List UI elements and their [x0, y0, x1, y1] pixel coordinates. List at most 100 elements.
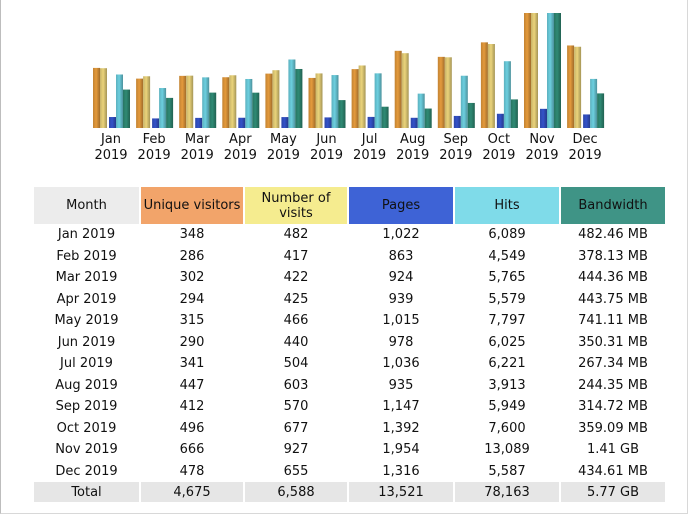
bar-hits-3: [202, 77, 210, 128]
cell-unique: 290: [179, 334, 205, 350]
month-tick-year: 2019: [94, 148, 128, 163]
bar-hits-10: [503, 61, 511, 128]
month-tick-year: 2019: [525, 148, 559, 163]
month-tick-year: 2019: [266, 148, 300, 163]
cell-month: Mar 2019: [55, 270, 118, 286]
cell-visits: 466: [283, 313, 309, 329]
bar-unique-visitors-8: [394, 50, 402, 128]
cell-unique: 286: [179, 248, 205, 264]
total-visits: 6,588: [245, 482, 347, 502]
month-tick-label: May 2019: [261, 132, 305, 164]
table-row: Aug 2019 447 603 935 3,913 244.35 MB: [34, 375, 665, 397]
bar-pages-4: [238, 117, 246, 128]
cell-visits: 417: [283, 248, 309, 264]
total-pages: 13,521: [349, 482, 453, 502]
cell-pages: 863: [388, 248, 414, 264]
cell-visits: 422: [283, 270, 309, 286]
cell-hits: 7,600: [488, 420, 526, 436]
bar-hits-6: [331, 75, 339, 128]
cell-visits: 425: [283, 291, 309, 307]
bar-bandwidth-6: [338, 100, 346, 128]
bar-hits-11: [547, 13, 554, 128]
cell-hits: 6,025: [488, 334, 526, 350]
bar-pages-3: [195, 117, 203, 128]
month-tick-year: 2019: [180, 148, 214, 163]
month-tick-label: Sep 2019: [434, 132, 478, 164]
monthly-stats-table: Month Unique visitors Number of visits P…: [32, 187, 667, 502]
bar-bandwidth-7: [381, 106, 389, 128]
month-tick-name: Aug: [399, 132, 426, 147]
month-tick-name: Sep: [443, 132, 469, 147]
month-tick-year: 2019: [137, 148, 171, 163]
monthly-bar-chart: [93, 13, 605, 129]
header-number-of-visits[interactable]: Number of visits: [245, 187, 347, 224]
bar-number-of-visits-7: [358, 65, 366, 128]
cell-month: Feb 2019: [56, 248, 117, 264]
month-tick-label: Feb 2019: [132, 132, 176, 164]
header-bandwidth[interactable]: Bandwidth: [561, 187, 665, 224]
bar-number-of-visits-9: [444, 57, 452, 128]
total-unique: 4,675: [141, 482, 243, 502]
cell-bandwidth: 443.75 MB: [578, 291, 648, 307]
bar-unique-visitors-6: [308, 77, 316, 128]
cell-hits: 6,221: [488, 356, 526, 372]
cell-pages: 1,954: [382, 442, 420, 458]
cell-unique: 447: [179, 377, 205, 393]
table-total-row: Total 4,675 6,588 13,521 78,163 5.77 GB: [34, 482, 665, 502]
cell-month: Oct 2019: [56, 420, 117, 436]
cell-bandwidth: 314.72 MB: [578, 399, 648, 415]
month-tick-label: Jun 2019: [305, 132, 349, 164]
month-tick-name: Oct: [487, 132, 511, 147]
cell-bandwidth: 244.35 MB: [578, 377, 648, 393]
table-row: Oct 2019 496 677 1,392 7,600 359.09 MB: [34, 418, 665, 440]
bar-unique-visitors-11: [524, 13, 531, 128]
bar-pages-1: [109, 117, 116, 128]
month-tick-name: May: [269, 132, 297, 147]
header-month[interactable]: Month: [34, 187, 139, 224]
cell-hits: 5,579: [488, 291, 526, 307]
month-tick-label: Aug 2019: [391, 132, 435, 164]
bar-bandwidth-12: [597, 93, 605, 128]
cell-pages: 1,392: [382, 420, 420, 436]
cell-month: Jun 2019: [57, 334, 116, 350]
cell-bandwidth: 741.11 MB: [578, 313, 648, 329]
cell-visits: 603: [283, 377, 309, 393]
cell-pages: 1,147: [382, 399, 420, 415]
header-pages[interactable]: Pages: [349, 187, 453, 224]
cell-month: Nov 2019: [55, 442, 118, 458]
header-hits[interactable]: Hits: [455, 187, 559, 224]
table-row: Jun 2019 290 440 978 6,025 350.31 MB: [34, 332, 665, 354]
cell-month: Jan 2019: [57, 227, 116, 243]
month-tick-year: 2019: [223, 148, 257, 163]
cell-hits: 5,765: [488, 270, 526, 286]
cell-unique: 496: [179, 420, 205, 436]
bar-pages-2: [152, 118, 160, 128]
cell-bandwidth: 350.31 MB: [578, 334, 648, 350]
bar-number-of-visits-11: [531, 13, 538, 128]
cell-hits: 5,587: [488, 463, 526, 479]
cell-hits: 4,549: [488, 248, 526, 264]
bar-pages-7: [367, 116, 375, 128]
cell-bandwidth: 1.41 GB: [586, 442, 640, 458]
month-tick-label: Mar 2019: [175, 132, 219, 164]
month-tick-name: Apr: [229, 132, 252, 147]
table-row: May 2019 315 466 1,015 7,797 741.11 MB: [34, 310, 665, 332]
table-header-row: Month Unique visitors Number of visits P…: [34, 187, 665, 224]
month-tick-year: 2019: [309, 148, 344, 163]
cell-bandwidth: 267.34 MB: [578, 356, 648, 372]
bar-number-of-visits-4: [229, 75, 237, 128]
month-tick-label: Apr 2019: [218, 132, 262, 164]
cell-pages: 1,036: [382, 356, 420, 372]
bar-hits-12: [590, 78, 598, 128]
header-unique-visitors[interactable]: Unique visitors: [141, 187, 243, 224]
cell-pages: 924: [388, 270, 414, 286]
bar-unique-visitors-5: [265, 73, 273, 128]
cell-bandwidth: 359.09 MB: [578, 420, 648, 436]
month-tick-label: Oct 2019: [477, 132, 521, 164]
month-tick-name: Mar: [184, 132, 210, 147]
total-bandwidth: 5.77 GB: [561, 482, 665, 502]
cell-bandwidth: 434.61 MB: [578, 463, 648, 479]
cell-unique: 341: [179, 356, 205, 372]
bar-number-of-visits-2: [143, 76, 151, 128]
bar-number-of-visits-6: [315, 73, 323, 128]
